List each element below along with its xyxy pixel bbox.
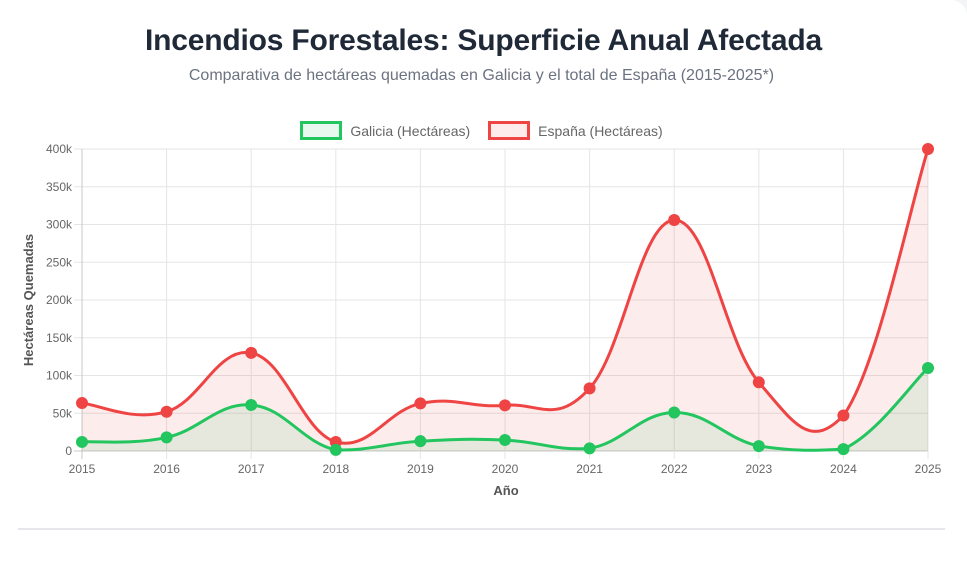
x-tick-label: 2019 [407,462,434,476]
y-axis-title: Hectáreas Quemadas [21,234,36,366]
x-tick-label: 2018 [322,462,349,476]
data-point[interactable] [922,143,934,155]
x-tick-label: 2016 [153,462,180,476]
x-axis-ticks: 2015 2016 2017 2018 2019 2020 2021 2022 2023 2024… [69,462,942,476]
chart-legend: Galicia (Hectáreas) España (Hectáreas) [0,121,963,140]
x-tick-label: 2024 [830,462,857,476]
area-fill [82,149,928,451]
x-axis-title: Año [493,483,518,498]
data-point[interactable] [668,213,681,226]
data-point[interactable] [499,434,511,447]
data-point[interactable] [583,442,596,455]
data-point[interactable] [583,382,596,395]
legend-item-espana[interactable]: España (Hectáreas) [488,121,663,140]
x-tick-label: 2017 [238,462,265,476]
data-point[interactable] [245,398,258,411]
data-point[interactable] [76,397,88,410]
data-point[interactable] [414,435,427,448]
data-point[interactable] [837,443,850,456]
data-point[interactable] [160,405,173,418]
data-point[interactable] [752,440,765,453]
x-tick-label: 2022 [661,462,688,476]
data-point[interactable] [752,376,765,389]
data-point[interactable] [160,431,173,444]
data-point[interactable] [499,399,511,412]
data-point[interactable] [837,409,850,422]
x-tick-label: 2023 [745,462,772,476]
area-fill [82,367,928,451]
y-tick-label: 150k [46,331,73,345]
x-tick-label: 2025 [915,462,942,476]
legend-swatch-espana [488,121,531,140]
legend-swatch-galicia [300,121,343,140]
x-tick-label: 2021 [576,462,603,476]
data-point[interactable] [245,346,258,359]
data-point[interactable] [922,361,934,374]
y-tick-label: 250k [46,255,73,269]
chart-areas [82,149,928,451]
legend-item-galicia[interactable]: Galicia (Hectáreas) [300,121,470,140]
y-tick-label: 50k [53,406,73,420]
data-point[interactable] [76,435,88,448]
data-point[interactable] [329,443,342,456]
page-subtitle: Comparativa de hectáreas quemadas en Gal… [188,67,775,84]
page-title: Incendios Forestales: Superficie Anual A… [145,24,822,57]
legend-label-galicia: Galicia (Hectáreas) [350,122,471,139]
x-tick-label: 2020 [492,462,519,476]
chart-points [76,143,934,456]
y-tick-label: 350k [46,180,73,194]
y-tick-label: 400k [46,142,73,156]
y-tick-label: 200k [46,293,73,307]
y-tick-label: 300k [46,218,73,232]
data-point[interactable] [414,397,427,410]
footer-divider [18,528,945,530]
legend-label-espana: España (Hectáreas) [538,122,663,139]
y-tick-label: 0 [65,444,72,458]
y-tick-label: 100k [46,369,73,383]
x-tick-label: 2015 [69,462,96,476]
y-axis-ticks: 0 50k 100k 150k 200k 250k 300k 350k 400k [46,142,73,458]
data-point[interactable] [668,406,681,419]
